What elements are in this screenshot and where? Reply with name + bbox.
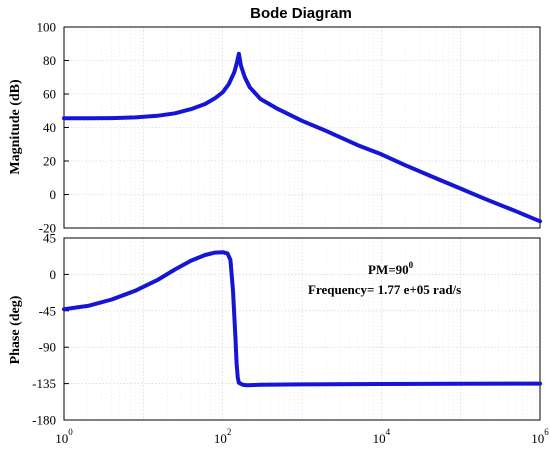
x-tick-label: 106	[531, 427, 549, 446]
magnitude-y-tick-label: 0	[50, 187, 57, 202]
phase-y-tick-label: 0	[50, 267, 57, 282]
magnitude-y-tick-label: 100	[37, 20, 57, 35]
phase-y-tick-label: 45	[43, 231, 56, 246]
x-tick-label: 104	[373, 427, 391, 446]
x-tick-base: 10	[373, 431, 386, 446]
phase-y-tick-label: -90	[39, 340, 56, 355]
chart-title: Bode Diagram	[250, 5, 352, 22]
x-tick-label: 100	[55, 427, 73, 446]
phase-curve	[62, 250, 542, 388]
pm-degree-sup: 0	[409, 260, 414, 270]
pm-label: PM=90	[368, 262, 409, 277]
x-tick-base: 10	[55, 431, 68, 446]
phase-margin-annotation: PM=900	[368, 260, 414, 277]
x-tick-label: 102	[214, 427, 232, 446]
magnitude-y-tick-label: 20	[43, 154, 56, 169]
magnitude-y-tick-label: 40	[43, 120, 56, 135]
magnitude-curve	[62, 51, 542, 224]
x-tick-base: 10	[214, 431, 227, 446]
x-tick-exponent: 6	[544, 427, 549, 437]
frequency-annotation: Frequency= 1.77 e+05 rad/s	[308, 282, 461, 297]
phase-grid	[63, 238, 540, 420]
phase-y-tick-label: -180	[32, 413, 56, 428]
phase-y-label: Phase (deg)	[8, 295, 23, 364]
magnitude-y-tick-label: 80	[43, 53, 56, 68]
magnitude-y-tick-label: -20	[39, 221, 56, 236]
phase-axes-frame	[63, 237, 541, 421]
x-tick-base: 10	[531, 431, 544, 446]
phase-y-tick-label: -135	[32, 376, 56, 391]
magnitude-grid	[63, 27, 540, 228]
magnitude-y-label: Magnitude (dB)	[8, 79, 23, 175]
phase-y-tick-label: -45	[39, 303, 56, 318]
x-tick-exponent: 0	[68, 427, 73, 437]
magnitude-y-ticks: -20 0 20 40 60 80 100	[37, 20, 69, 236]
phase-y-ticks: -180 -135 -90 -45 0 45	[32, 231, 69, 428]
magnitude-plot: -20 0 20 40 60 80 100 Magnitude (dB)	[8, 20, 542, 236]
x-tick-exponent: 4	[386, 427, 391, 437]
x-tick-exponent: 2	[227, 427, 232, 437]
x-tick-labels: 100 102 104 106	[55, 427, 549, 446]
magnitude-y-tick-label: 60	[43, 87, 56, 102]
